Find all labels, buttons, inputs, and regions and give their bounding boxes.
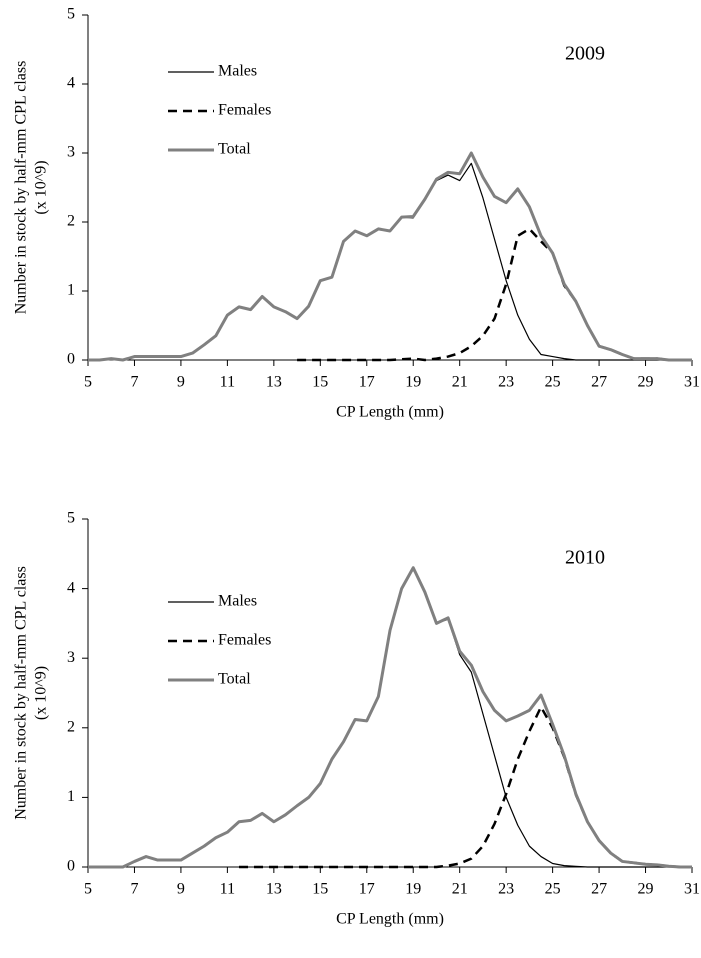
x-tick-label: 25 (545, 881, 561, 898)
x-tick-label: 27 (591, 374, 607, 391)
y-tick-label: 4 (67, 579, 75, 596)
x-axis-title: CP Length (mm) (336, 404, 444, 421)
x-tick-label: 17 (359, 881, 375, 898)
x-tick-label: 21 (452, 374, 468, 391)
x-tick-label: 23 (498, 374, 514, 391)
x-axis-title: CP Length (mm) (336, 911, 444, 928)
x-tick-label: 15 (312, 881, 328, 898)
y-tick-label: 3 (67, 649, 75, 666)
y-axis-title: (x 10^9) (33, 666, 50, 720)
series-line (297, 227, 692, 362)
y-tick-label: 0 (67, 351, 75, 368)
y-tick-label: 4 (67, 75, 75, 92)
series-line (88, 566, 692, 869)
x-tick-label: 11 (220, 374, 235, 391)
x-tick-label: 27 (591, 881, 607, 898)
y-tick-label: 5 (67, 6, 75, 23)
x-tick-label: 11 (220, 881, 235, 898)
series-line (239, 705, 692, 869)
x-tick-label: 13 (266, 881, 282, 898)
annotation: 2010 (565, 547, 605, 569)
x-tick-label: 31 (684, 881, 700, 898)
x-tick-label: 19 (405, 881, 421, 898)
x-tick-label: 5 (84, 374, 92, 391)
x-tick-label: 9 (177, 881, 185, 898)
series-line (88, 162, 692, 361)
y-tick-label: 2 (67, 213, 75, 230)
legend-label: Females (218, 632, 271, 649)
y-tick-label: 3 (67, 144, 75, 161)
y-tick-label: 0 (67, 858, 75, 875)
y-axis-title: Number in stock by half-mm CPL class (13, 61, 30, 315)
y-tick-label: 5 (67, 510, 75, 527)
legend-label: Total (218, 671, 251, 688)
x-tick-label: 9 (177, 374, 185, 391)
legend-label: Males (218, 593, 257, 610)
x-tick-label: 23 (498, 881, 514, 898)
x-tick-label: 29 (638, 374, 654, 391)
legend-label: Females (218, 102, 271, 119)
x-tick-label: 7 (130, 374, 138, 391)
y-axis-title: Number in stock by half-mm CPL class (13, 566, 30, 820)
x-tick-label: 21 (452, 881, 468, 898)
x-tick-label: 29 (638, 881, 654, 898)
x-tick-label: 31 (684, 374, 700, 391)
legend-label: Males (218, 63, 257, 80)
annotation: 2009 (565, 43, 605, 65)
x-tick-label: 19 (405, 374, 421, 391)
x-tick-label: 17 (359, 374, 375, 391)
y-tick-label: 2 (67, 718, 75, 735)
series-line (88, 567, 692, 868)
y-tick-label: 1 (67, 282, 75, 299)
x-tick-label: 13 (266, 374, 282, 391)
x-tick-label: 15 (312, 374, 328, 391)
x-tick-label: 25 (545, 374, 561, 391)
x-tick-label: 7 (130, 881, 138, 898)
series-line (88, 151, 692, 362)
x-tick-label: 5 (84, 881, 92, 898)
y-tick-label: 1 (67, 788, 75, 805)
y-axis-title: (x 10^9) (33, 160, 50, 214)
legend-label: Total (218, 141, 251, 158)
